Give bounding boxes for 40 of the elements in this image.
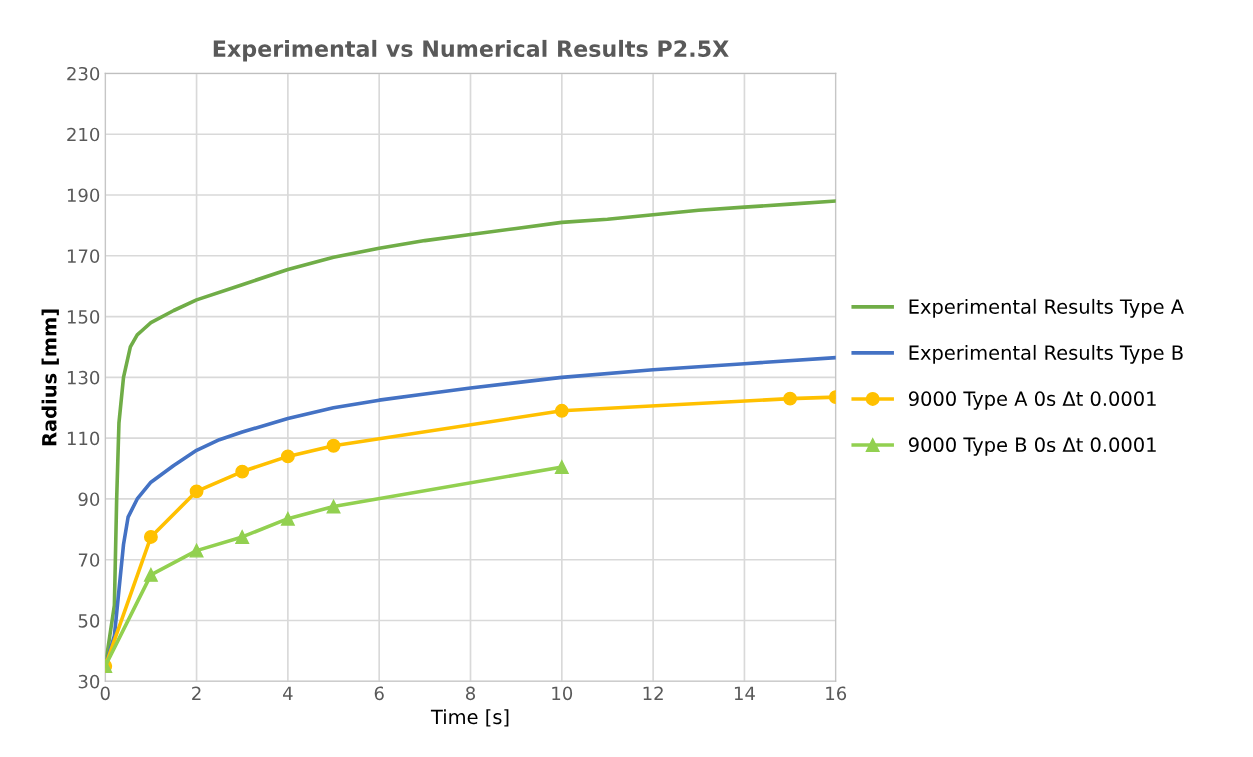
y-tick-label: 150 — [67, 310, 100, 324]
legend-label: 9000 Type B 0s Δt 0.0001 — [908, 437, 1156, 456]
x-tick-label: 14 — [734, 686, 755, 700]
point — [280, 449, 295, 464]
point — [554, 460, 569, 474]
point — [280, 511, 295, 526]
point — [326, 438, 341, 453]
point — [235, 529, 250, 544]
y-axis-title: Radius [mm] — [41, 309, 59, 446]
point — [143, 567, 158, 582]
y-tick-label: 130 — [67, 370, 100, 385]
x-tick-label: 6 — [374, 686, 384, 701]
y-tick-label: 50 — [78, 613, 100, 628]
x-tick-label: 8 — [465, 686, 476, 701]
chart-title: Experimental vs Numerical Results P2.5X — [213, 39, 729, 62]
point — [143, 529, 158, 544]
x-axis-title: Time [s] — [430, 709, 509, 727]
x-tick-label: 10 — [552, 686, 573, 701]
point — [189, 484, 204, 499]
x-tick-label: 2 — [192, 686, 201, 700]
x-tick-label: 0 — [100, 686, 110, 701]
y-tick-label: 30 — [78, 674, 100, 689]
y-tick-label: 190 — [67, 188, 100, 203]
legend-label: Experimental Results Type A — [909, 298, 1184, 318]
point — [783, 391, 798, 406]
point — [235, 464, 250, 479]
x-tick-label: 16 — [826, 686, 847, 701]
legend-label: 9000 Type A 0s Δt 0.0001 — [908, 391, 1156, 410]
point — [326, 499, 341, 514]
y-tick-label: 90 — [78, 492, 100, 507]
x-tick-label: 12 — [643, 686, 663, 700]
y-tick-label: 230 — [67, 66, 100, 81]
point — [554, 403, 569, 418]
y-tick-label: 70 — [78, 553, 100, 567]
y-tick-label: 210 — [67, 127, 100, 142]
y-tick-label: 170 — [67, 249, 100, 263]
legend-label: Experimental Results Type B — [909, 344, 1183, 364]
x-tick-label: 4 — [283, 686, 293, 700]
point — [189, 543, 204, 558]
y-tick-label: 110 — [67, 431, 100, 446]
